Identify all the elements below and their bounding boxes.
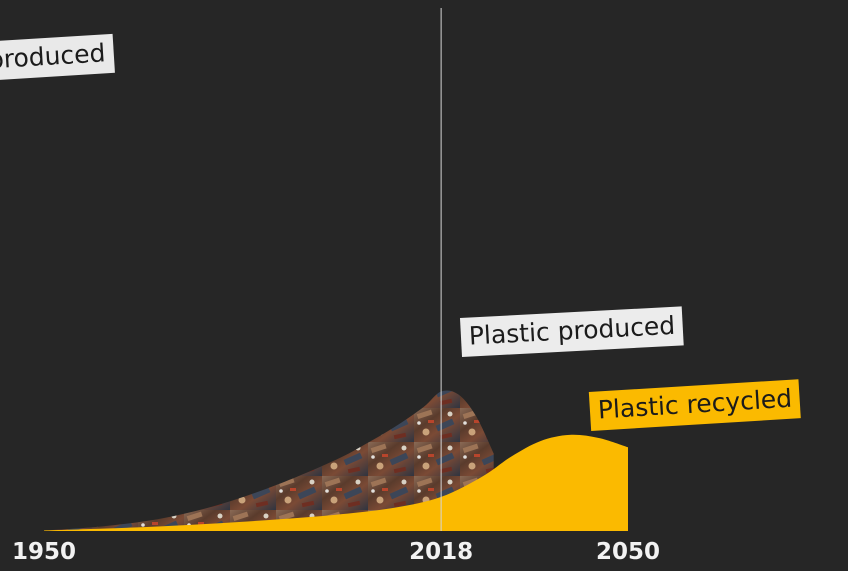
x-tick-label-2050: 2050 xyxy=(595,539,660,565)
x-tick-label-2018: 2018 xyxy=(409,539,474,565)
plastic-produced-area xyxy=(44,390,494,531)
x-tick-label-1950: 1950 xyxy=(11,539,76,565)
plastic-recycled-area xyxy=(44,434,628,531)
